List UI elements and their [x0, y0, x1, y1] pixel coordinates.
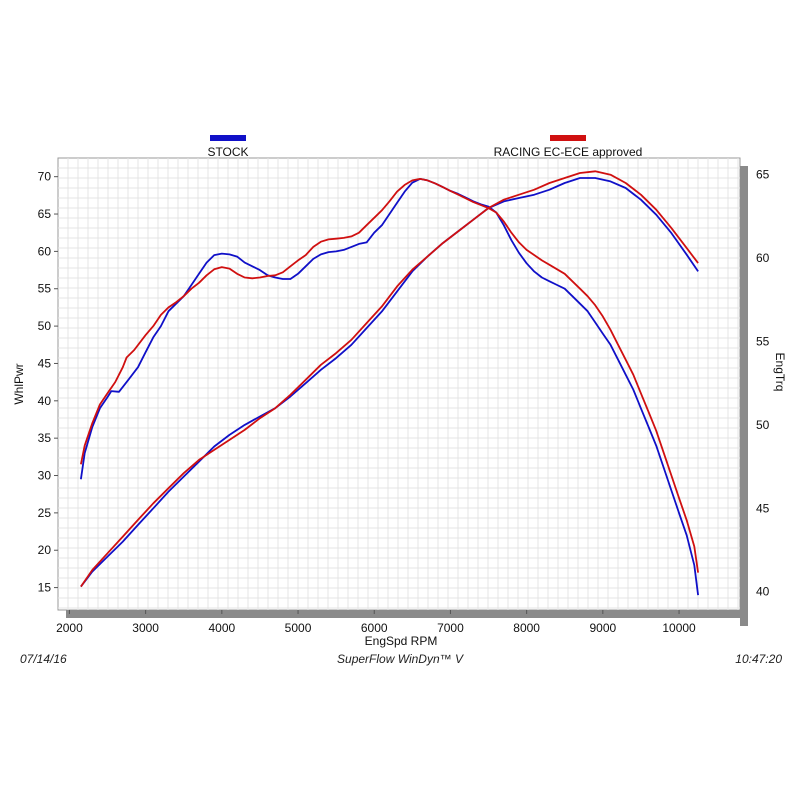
- y-left-tick-label: 30: [38, 469, 52, 483]
- y-right-tick-label: 55: [756, 334, 770, 348]
- x-tick-label: 4000: [208, 621, 235, 635]
- software-name: SuperFlow WinDyn™ V: [337, 652, 463, 666]
- series-1-power-line: [80, 177, 699, 573]
- x-tick-label: 2000: [56, 621, 83, 635]
- y-left-tick-label: 65: [38, 207, 52, 221]
- y-left-tick-label: 70: [38, 170, 52, 184]
- x-tick-label: 8000: [513, 621, 540, 635]
- y-left-tick-label: 25: [38, 506, 52, 520]
- legend-swatch-0: [210, 135, 246, 141]
- y-left-tick-label: 15: [38, 581, 52, 595]
- y-left-axis-label: WhlPwr: [12, 363, 26, 404]
- series-lines: [80, 170, 699, 596]
- x-tick-label: 3000: [132, 621, 159, 635]
- y-left-tick-label: 45: [38, 356, 52, 370]
- x-tick-label: 5000: [285, 621, 312, 635]
- legend-swatch-1: [550, 135, 586, 141]
- y-left-tick-label: 55: [38, 282, 52, 296]
- series-1-torque-line: [80, 170, 699, 588]
- date-stamp: 07/14/16: [20, 652, 67, 666]
- y-right-tick-label: 60: [756, 251, 770, 265]
- grid: [57, 157, 741, 611]
- time-stamp: 10:47:20: [735, 652, 782, 666]
- y-left-tick-label: 40: [38, 394, 52, 408]
- y-left-tick-label: 60: [38, 244, 52, 258]
- x-tick-label: 9000: [589, 621, 616, 635]
- x-axis-label: EngSpd RPM: [365, 634, 438, 648]
- axis-labels: EngSpd RPM WhlPwr EngTrq: [12, 353, 787, 648]
- y-right-tick-label: 40: [756, 585, 770, 599]
- series-0-torque-line: [80, 177, 699, 588]
- y-left-tick-label: 50: [38, 319, 52, 333]
- legend-label-0: STOCK: [207, 145, 248, 159]
- frame-shadow-right: [740, 166, 748, 626]
- legend: STOCK RACING EC-ECE approved: [207, 135, 642, 159]
- x-tick-label: 10000: [662, 621, 696, 635]
- x-tick-label: 7000: [437, 621, 464, 635]
- y-left-tick-label: 20: [38, 543, 52, 557]
- y-right-tick-label: 65: [756, 168, 770, 182]
- plot-background: [57, 157, 741, 611]
- plot-frame: [66, 166, 748, 626]
- y-right-tick-label: 45: [756, 501, 770, 515]
- y-right-axis-label: EngTrq: [773, 353, 787, 392]
- legend-label-1: RACING EC-ECE approved: [494, 145, 643, 159]
- x-tick-label: 6000: [361, 621, 388, 635]
- tick-labels: 2000 3000 4000 5000 6000 7000 8000 9000 10000 15 2…: [38, 168, 770, 635]
- y-right-tick-label: 50: [756, 418, 770, 432]
- y-left-tick-label: 35: [38, 431, 52, 445]
- frame-shadow-bottom: [66, 610, 748, 618]
